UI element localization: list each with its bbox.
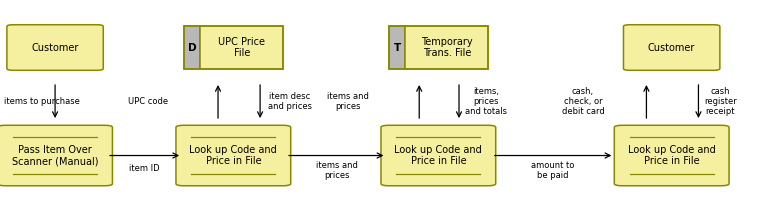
FancyBboxPatch shape bbox=[623, 25, 720, 70]
Text: items and
prices: items and prices bbox=[316, 161, 357, 180]
Text: Temporary
Trans. File: Temporary Trans. File bbox=[421, 37, 473, 58]
Text: items to purchase: items to purchase bbox=[4, 97, 80, 106]
Bar bbox=[389, 27, 488, 69]
Text: Look up Code and
Price in File: Look up Code and Price in File bbox=[190, 145, 277, 166]
Text: D: D bbox=[187, 43, 197, 52]
Text: Pass Item Over
Scanner (Manual): Pass Item Over Scanner (Manual) bbox=[11, 145, 99, 166]
Text: Customer: Customer bbox=[648, 43, 695, 52]
FancyBboxPatch shape bbox=[0, 125, 112, 186]
Text: cash
register
receipt: cash register receipt bbox=[704, 87, 737, 116]
Text: Look up Code and
Price in File: Look up Code and Price in File bbox=[395, 145, 482, 166]
Text: Look up Code and
Price in File: Look up Code and Price in File bbox=[628, 145, 715, 166]
Text: item ID: item ID bbox=[129, 164, 160, 173]
FancyBboxPatch shape bbox=[7, 25, 103, 70]
Bar bbox=[389, 27, 405, 69]
Text: UPC code: UPC code bbox=[129, 97, 168, 106]
FancyBboxPatch shape bbox=[614, 125, 729, 186]
Bar bbox=[200, 27, 283, 69]
Text: item desc
and prices: item desc and prices bbox=[268, 92, 312, 111]
Text: T: T bbox=[393, 43, 401, 52]
Text: items and
prices: items and prices bbox=[327, 92, 369, 111]
FancyBboxPatch shape bbox=[381, 125, 496, 186]
Bar bbox=[184, 27, 283, 69]
Bar bbox=[405, 27, 488, 69]
Text: items,
prices
and totals: items, prices and totals bbox=[465, 87, 507, 116]
Bar bbox=[184, 27, 200, 69]
Text: UPC Price
File: UPC Price File bbox=[218, 37, 265, 58]
Text: amount to
be paid: amount to be paid bbox=[532, 161, 575, 180]
FancyBboxPatch shape bbox=[176, 125, 291, 186]
Text: cash,
check, or
debit card: cash, check, or debit card bbox=[562, 87, 604, 116]
Text: Customer: Customer bbox=[31, 43, 79, 52]
